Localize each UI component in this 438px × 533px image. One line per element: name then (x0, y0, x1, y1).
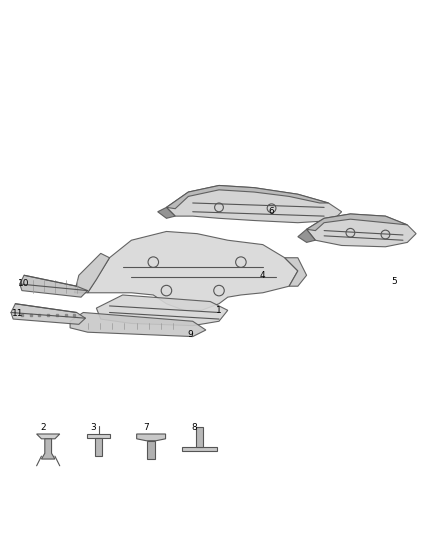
Polygon shape (96, 295, 228, 326)
Polygon shape (307, 214, 416, 247)
Text: 8: 8 (191, 423, 197, 432)
Polygon shape (307, 214, 407, 231)
Polygon shape (37, 434, 60, 439)
Text: 10: 10 (18, 279, 30, 288)
Text: 1: 1 (216, 306, 222, 315)
Polygon shape (74, 253, 110, 293)
Text: 9: 9 (187, 330, 194, 339)
Polygon shape (166, 185, 328, 209)
Polygon shape (42, 439, 55, 459)
Polygon shape (11, 304, 85, 324)
Polygon shape (88, 231, 298, 310)
Polygon shape (95, 438, 102, 456)
Polygon shape (196, 427, 203, 447)
Polygon shape (182, 447, 217, 451)
Polygon shape (166, 185, 342, 223)
Text: 5: 5 (391, 277, 397, 286)
Text: 2: 2 (40, 423, 46, 432)
Polygon shape (20, 275, 88, 297)
Polygon shape (87, 434, 110, 438)
Text: 3: 3 (90, 423, 96, 432)
Polygon shape (158, 207, 175, 219)
Text: 6: 6 (268, 207, 275, 216)
Polygon shape (137, 434, 166, 441)
Text: 7: 7 (143, 423, 149, 432)
Polygon shape (285, 258, 307, 286)
Text: 11: 11 (12, 309, 23, 318)
Polygon shape (298, 229, 315, 243)
Polygon shape (147, 441, 155, 459)
Polygon shape (70, 312, 206, 336)
Text: 4: 4 (260, 271, 265, 280)
